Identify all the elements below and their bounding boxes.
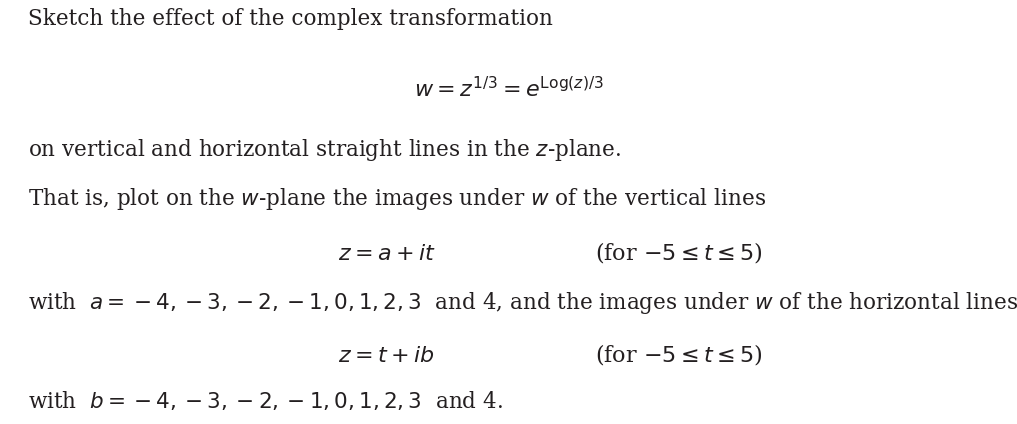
Text: with  $b=-4,-3,-2,-1,0,1,2,3$  and 4.: with $b=-4,-3,-2,-1,0,1,2,3$ and 4. <box>28 391 503 413</box>
Text: $z = a + it$: $z = a + it$ <box>338 243 435 265</box>
Text: That is, plot on the $w$-plane the images under $w$ of the vertical lines: That is, plot on the $w$-plane the image… <box>28 186 767 212</box>
Text: $w = z^{1/3} = e^{\mathrm{Log}(z)/3}$: $w = z^{1/3} = e^{\mathrm{Log}(z)/3}$ <box>414 77 603 102</box>
Text: with  $a=-4,-3,-2,-1,0,1,2,3$  and 4, and the images under $w$ of the horizontal: with $a=-4,-3,-2,-1,0,1,2,3$ and 4, and … <box>28 290 1017 316</box>
Text: (for $-5\leq t\leq 5$): (for $-5\leq t\leq 5$) <box>595 240 763 265</box>
Text: (for $-5\leq t\leq 5$): (for $-5\leq t\leq 5$) <box>595 342 763 367</box>
Text: $z = t + ib$: $z = t + ib$ <box>339 345 434 367</box>
Text: Sketch the effect of the complex transformation: Sketch the effect of the complex transfo… <box>28 8 553 30</box>
Text: on vertical and horizontal straight lines in the $z$-plane.: on vertical and horizontal straight line… <box>28 137 621 163</box>
